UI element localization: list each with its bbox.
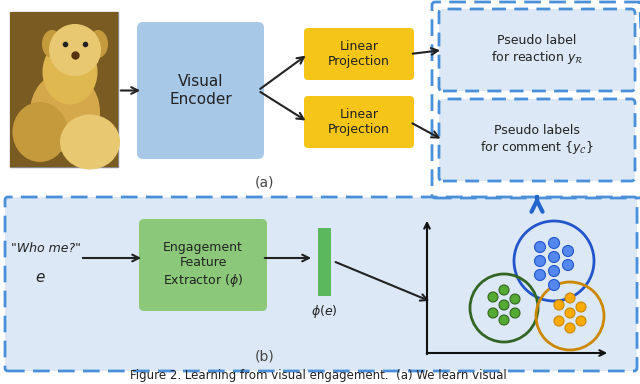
Text: Pseudo label
for reaction $y_\mathcal{R}$: Pseudo label for reaction $y_\mathcal{R}… [490,34,584,66]
Circle shape [499,285,509,295]
Circle shape [488,308,498,318]
Circle shape [554,300,564,310]
Text: Visual
Encoder: Visual Encoder [169,74,232,107]
Circle shape [510,308,520,318]
Circle shape [548,237,559,248]
Circle shape [576,316,586,326]
Circle shape [534,255,545,266]
Circle shape [548,280,559,291]
FancyBboxPatch shape [439,9,635,91]
Ellipse shape [30,72,100,152]
FancyBboxPatch shape [304,96,414,148]
Circle shape [534,270,545,280]
Circle shape [548,265,559,276]
Circle shape [565,308,575,318]
Text: Figure 2. Learning from visual engagement.  (a) We learn visual: Figure 2. Learning from visual engagemen… [130,369,506,382]
Text: $\phi(e)$: $\phi(e)$ [311,303,338,321]
Text: Engagement
Feature
Extractor ($\phi$): Engagement Feature Extractor ($\phi$) [163,241,243,289]
Ellipse shape [49,24,101,76]
Text: (a): (a) [255,176,275,190]
Circle shape [534,242,545,253]
Ellipse shape [88,30,108,58]
Circle shape [554,316,564,326]
FancyBboxPatch shape [139,219,267,311]
Ellipse shape [13,102,67,162]
Circle shape [488,292,498,302]
Circle shape [548,252,559,263]
Text: "Who me?": "Who me?" [11,242,81,255]
Text: Pseudo labels
for comment $\{y_\mathcal{C}\}$: Pseudo labels for comment $\{y_\mathcal{… [480,124,594,156]
FancyBboxPatch shape [10,12,118,167]
Ellipse shape [42,30,62,58]
Ellipse shape [42,40,97,104]
Circle shape [510,294,520,304]
FancyBboxPatch shape [318,228,331,296]
Text: (b): (b) [255,350,275,364]
Circle shape [563,245,573,257]
Circle shape [576,302,586,312]
Ellipse shape [60,114,120,169]
FancyBboxPatch shape [304,28,414,80]
Text: Linear
Projection: Linear Projection [328,40,390,68]
Circle shape [499,300,509,310]
FancyBboxPatch shape [439,99,635,181]
Text: Linear
Projection: Linear Projection [328,108,390,136]
Circle shape [499,315,509,325]
Circle shape [565,293,575,303]
FancyBboxPatch shape [137,22,264,159]
Circle shape [565,323,575,333]
Circle shape [563,260,573,270]
Text: $e$: $e$ [35,270,45,285]
FancyBboxPatch shape [5,197,637,371]
FancyBboxPatch shape [10,12,118,167]
